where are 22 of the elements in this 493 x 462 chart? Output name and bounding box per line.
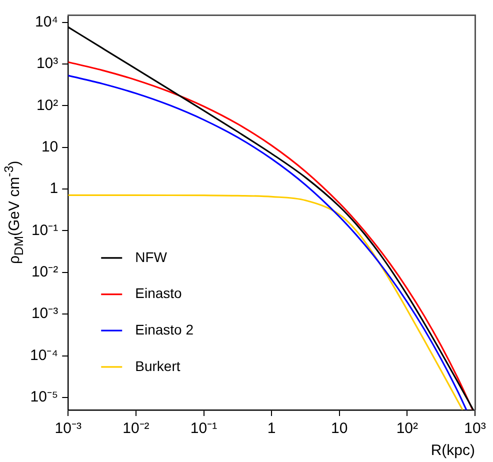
- x-tick-label: 10: [331, 420, 348, 438]
- legend-label: NFW: [135, 248, 168, 265]
- x-axis-title: R(kpc): [430, 442, 475, 460]
- y-tick-label: 10: [41, 138, 58, 156]
- x-tick-label: 10³: [464, 420, 486, 438]
- y-tick-label: 10⁻¹: [31, 222, 58, 239]
- y-tick-label: 10⁻⁴: [30, 346, 58, 364]
- y-tick-label: 10⁻³: [31, 305, 58, 322]
- y-tick-label: 10⁴: [34, 13, 58, 30]
- legend-label: Burkert: [135, 358, 180, 374]
- y-tick-label: 1: [50, 180, 58, 198]
- x-tick-label: 10²: [396, 420, 418, 438]
- legend-label: Einasto: [135, 285, 182, 302]
- x-tick-label: 10⁻³: [54, 420, 82, 438]
- y-tick-label: 10²: [36, 96, 58, 114]
- x-tick-label: 1: [267, 420, 276, 438]
- legend-label: Einasto 2: [135, 321, 194, 338]
- x-tick-label: 10⁻²: [122, 420, 150, 438]
- y-tick-label: 10³: [36, 55, 58, 72]
- y-tick-label: 10⁻⁵: [30, 388, 58, 406]
- y-tick-label: 10⁻²: [31, 264, 58, 281]
- x-tick-label: 10⁻¹: [190, 420, 218, 438]
